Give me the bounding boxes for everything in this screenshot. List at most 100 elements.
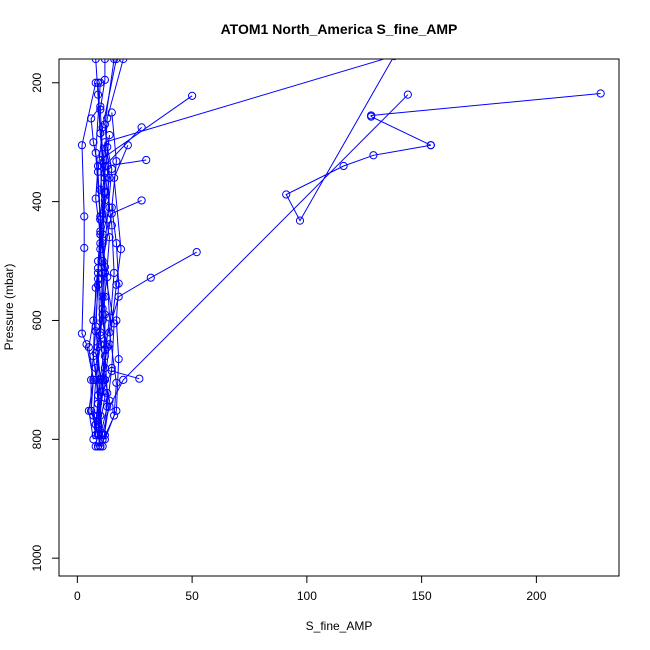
data-point: [105, 396, 114, 405]
profile-line: [81, 82, 97, 440]
x-tick-label: 150: [412, 589, 432, 603]
data-point: [112, 316, 121, 325]
data-point: [105, 328, 114, 337]
data-point: [80, 212, 89, 221]
data-point: [96, 78, 105, 87]
data-point: [142, 155, 151, 165]
profile-line: [99, 59, 115, 436]
data-point: [114, 354, 123, 364]
data-point: [100, 168, 110, 178]
data-point: [100, 346, 110, 355]
data-point: [116, 245, 126, 254]
data-point: [93, 420, 103, 429]
data-point: [123, 141, 132, 150]
data-point: [112, 157, 121, 166]
data-point: [93, 90, 103, 99]
data-point: [100, 59, 110, 64]
x-tick-label: 50: [185, 589, 199, 603]
data-point: [89, 316, 98, 325]
x-axis-label: S_fine_AMP: [306, 619, 373, 633]
data-point: [391, 59, 397, 61]
data-point: [107, 108, 116, 117]
data-point: [91, 78, 100, 87]
data-point: [89, 138, 98, 147]
data-point: [96, 215, 105, 224]
data-point: [192, 248, 201, 257]
data-point: [93, 442, 103, 451]
y-tick-label: 1000: [30, 545, 44, 572]
x-tick-label: 0: [74, 589, 81, 603]
data-point: [93, 78, 103, 87]
data-point: [367, 112, 376, 121]
profile-line: [285, 59, 431, 222]
data-point: [103, 272, 112, 282]
data-point: [107, 363, 116, 373]
profile-line: [95, 146, 113, 436]
data-point: [98, 292, 107, 301]
data-point: [112, 406, 121, 415]
data-point: [109, 59, 119, 64]
data-point: [109, 411, 119, 420]
data-point: [282, 190, 291, 199]
data-point: [87, 406, 96, 415]
data-point: [426, 141, 435, 150]
data-point: [93, 399, 103, 408]
data-point: [100, 75, 110, 84]
data-point: [188, 91, 197, 100]
y-tick-label: 400: [30, 191, 44, 211]
data-point: [119, 375, 128, 384]
data-point: [98, 268, 107, 278]
profile-line: [99, 112, 120, 447]
data-point: [107, 221, 116, 230]
data-point: [100, 435, 110, 444]
data-point: [109, 268, 119, 278]
data-point: [596, 89, 605, 98]
data-point: [295, 216, 305, 225]
data-point: [105, 130, 114, 140]
data-point: [103, 388, 112, 398]
data-point: [103, 402, 112, 411]
x-axis: 0 50 100 150 200: [74, 575, 547, 603]
data-point: [93, 411, 103, 420]
profile-line: [88, 59, 106, 425]
data-point: [146, 273, 155, 282]
data-point: [91, 431, 100, 440]
profile-line: [104, 135, 117, 440]
data-point: [119, 59, 128, 64]
y-tick-label: 800: [30, 429, 44, 449]
data-point: [100, 120, 110, 129]
profile-series: [77, 59, 605, 451]
data-point: [89, 375, 98, 384]
data-point: [91, 327, 100, 336]
data-point: [80, 243, 89, 253]
data-point: [114, 279, 123, 288]
data-point: [91, 59, 100, 64]
data-point: [77, 329, 87, 338]
data-point: [91, 148, 100, 157]
data-point: [137, 123, 146, 132]
data-point: [112, 378, 121, 387]
y-tick-label: 200: [30, 72, 44, 92]
data-point: [107, 164, 116, 174]
data-point: [137, 196, 146, 205]
y-axis-label: Pressure (mbar): [2, 264, 16, 351]
profile-line: [370, 93, 601, 146]
data-point: [87, 114, 96, 123]
data-point: [84, 343, 93, 352]
profile-line: [95, 82, 111, 447]
data-point: [135, 374, 144, 383]
data-point: [103, 114, 112, 123]
data-point: [96, 442, 105, 451]
data-point: [403, 90, 412, 99]
x-tick-label: 100: [297, 589, 317, 603]
y-axis: 200 400 600 800 1000: [30, 72, 60, 572]
y-tick-label: 600: [30, 310, 44, 330]
data-point: [87, 375, 96, 384]
chart-title: ATOM1 North_America S_fine_AMP: [221, 21, 458, 37]
data-point: [339, 161, 348, 171]
data-point: [369, 151, 378, 160]
data-point: [77, 141, 87, 150]
data-point: [100, 188, 110, 197]
data-point: [96, 105, 105, 114]
